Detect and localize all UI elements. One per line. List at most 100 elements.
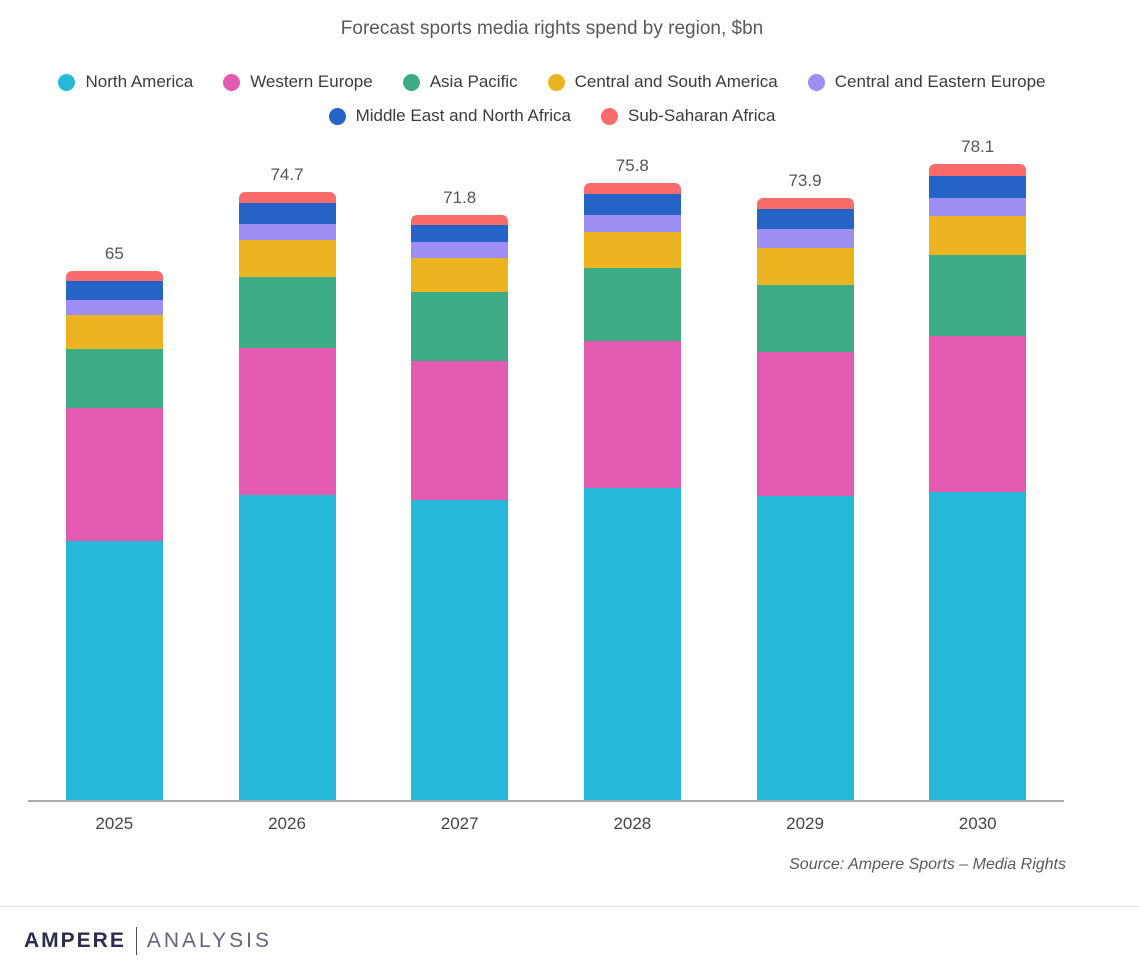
legend-swatch-sub-saharan-africa [601,107,619,125]
bars-row: 65 74.7 71.8 75.8 73.9 78.1 [28,137,1064,802]
bar-column-2026: 74.7 [201,140,374,800]
bar-segment-2029-western-europe [756,352,854,497]
bar-segment-2026-central-and-south-america [238,240,336,278]
bar-segment-2027-western-europe [411,361,509,501]
bar-total-label-2029: 73.9 [788,171,822,191]
source-attribution: Source: Ampere Sports – Media Rights [789,856,1066,873]
legend-label: Asia Pacific [429,72,518,91]
bar-segment-2030-western-europe [929,336,1027,493]
legend-row-2: Middle East and North Africa Sub-Saharan … [24,106,1080,126]
legend-label: Central and South America [574,72,778,91]
bar-segment-2029-sub-saharan-africa [756,198,854,210]
bar-segment-2025-asia-pacific [65,349,163,409]
bar-segment-2028-central-and-south-america [583,231,681,268]
bar-segment-2030-central-and-south-america [929,216,1027,256]
legend-label: Middle East and North Africa [355,106,572,125]
bar-segment-2030-north-america [929,492,1027,800]
logo-divider [135,927,137,955]
bar-segment-2027-sub-saharan-africa [411,215,509,226]
bar-column-2030: 78.1 [891,137,1064,800]
bar-segment-2029-central-and-eastern-europe [756,229,854,249]
legend-swatch-middle-east-and-north-africa [328,107,346,125]
bar-segment-2025-sub-saharan-africa [65,270,163,282]
legend-swatch-asia-pacific [402,73,420,91]
bar-total-label-2028: 75.8 [615,155,649,175]
x-axis: 2025 2026 2027 2028 2029 2030 [28,802,1064,834]
legend-item-sub-saharan-africa[interactable]: Sub-Saharan Africa [601,106,775,126]
bar-total-label-2026: 74.7 [270,164,304,184]
bar-stack-2028 [583,182,681,800]
legend-item-asia-pacific[interactable]: Asia Pacific [402,72,518,92]
bar-segment-2026-middle-east-and-north-africa [238,203,336,224]
bar-column-2027: 71.8 [373,140,546,800]
legend-item-north-america[interactable]: North America [58,72,193,92]
x-axis-label-2026: 2026 [268,814,306,833]
legend-label: Sub-Saharan Africa [628,106,776,125]
bar-stack-2026 [238,191,336,800]
bar-segment-2027-north-america [411,500,509,800]
legend-item-central-and-eastern-europe[interactable]: Central and Eastern Europe [807,72,1046,92]
bar-segment-2028-middle-east-and-north-africa [583,194,681,215]
x-axis-label-2028: 2028 [613,814,652,833]
bar-stack-2029 [756,198,854,800]
bar-segment-2026-western-europe [238,348,336,495]
bar-segment-2027-middle-east-and-north-africa [411,225,509,242]
bar-segment-2025-central-and-eastern-europe [65,300,163,315]
bar-segment-2026-sub-saharan-africa [238,191,336,204]
bar-segment-2030-middle-east-and-north-africa [929,175,1027,199]
legend-item-central-and-south-america[interactable]: Central and South America [547,72,778,92]
legend-swatch-north-america [58,73,76,91]
legend-swatch-central-and-south-america [547,73,565,91]
x-axis-label-2029: 2029 [786,814,824,833]
x-axis-label-2027: 2027 [440,814,479,833]
footer-divider [0,906,1139,907]
logo-suffix-text: ANALYSIS [146,929,273,952]
bar-segment-2027-central-and-eastern-europe [411,241,509,258]
bar-segment-2028-asia-pacific [583,267,681,341]
bar-stack-2027 [411,215,509,800]
bar-segment-2030-asia-pacific [929,255,1027,337]
bar-segment-2029-central-and-south-america [756,248,854,285]
bar-segment-2030-sub-saharan-africa [929,164,1027,176]
legend-item-western-europe[interactable]: Western Europe [223,72,373,92]
x-axis-label-2025: 2025 [95,814,134,833]
bar-total-label-2030: 78.1 [961,137,995,157]
legend-swatch-central-and-eastern-europe [807,73,825,91]
legend-item-middle-east-and-north-africa[interactable]: Middle East and North Africa [328,106,572,126]
bar-segment-2029-middle-east-and-north-africa [756,209,854,230]
legend-label: North America [85,72,194,91]
bar-segment-2025-middle-east-and-north-africa [65,281,163,301]
chart-title: Forecast sports media rights spend by re… [340,18,764,39]
bar-segment-2027-asia-pacific [411,292,509,362]
bar-segment-2027-central-and-south-america [411,257,509,293]
bar-segment-2028-north-america [583,488,681,800]
legend-label: Central and Eastern Europe [834,72,1046,91]
plot-area: 65 74.7 71.8 75.8 73.9 78.1 2025 2026 2027 2028 2… [28,137,1064,834]
bar-stack-2030 [929,164,1027,800]
ampere-analysis-logo: AMPERE ANALYSIS [24,927,1115,955]
bar-segment-2026-asia-pacific [238,277,336,349]
bar-column-2029: 73.9 [719,140,892,800]
legend-label: Western Europe [250,72,373,91]
bar-segment-2026-central-and-eastern-europe [238,223,336,241]
bar-column-2028: 75.8 [546,140,719,800]
legend: North America Western Europe Asia Pacific C… [24,72,1080,126]
bar-stack-2025 [65,270,163,800]
bar-segment-2029-north-america [756,496,854,800]
bar-segment-2025-western-europe [65,408,163,542]
bar-segment-2028-central-and-eastern-europe [583,214,681,232]
bar-segment-2028-sub-saharan-africa [583,182,681,195]
bar-segment-2028-western-europe [583,340,681,489]
legend-swatch-western-europe [223,73,241,91]
legend-row-1: North America Western Europe Asia Pacific C… [24,72,1080,92]
bar-total-label-2027: 71.8 [443,188,477,208]
bar-total-label-2025: 65 [104,243,124,263]
bar-segment-2025-north-america [65,541,163,800]
bar-segment-2029-asia-pacific [756,284,854,353]
bar-segment-2030-central-and-eastern-europe [929,198,1027,217]
bar-segment-2025-central-and-south-america [65,314,163,350]
bar-segment-2026-north-america [238,494,336,800]
bar-column-2025: 65 [28,140,201,800]
x-axis-label-2030: 2030 [958,814,997,833]
